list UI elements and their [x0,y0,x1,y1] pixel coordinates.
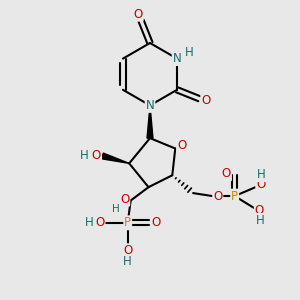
Text: O: O [120,193,129,206]
Text: O: O [213,190,222,202]
Polygon shape [147,105,153,138]
Text: H: H [80,149,89,162]
Text: O: O [222,167,231,180]
Text: O: O [134,8,143,21]
Text: N: N [173,52,182,65]
Text: O: O [95,216,104,229]
Text: H: H [256,168,265,181]
Text: H: H [123,255,132,268]
Text: O: O [123,244,132,257]
Text: H: H [256,214,264,227]
Polygon shape [102,153,129,164]
Text: P: P [231,190,238,202]
Text: O: O [255,204,264,218]
Text: O: O [92,149,101,162]
Text: O: O [256,178,266,191]
Text: O: O [151,216,160,229]
Text: P: P [124,216,131,229]
Text: H: H [112,204,120,214]
Text: N: N [146,99,154,112]
Text: O: O [201,94,211,107]
Text: O: O [177,139,186,152]
Text: H: H [85,216,93,229]
Text: H: H [185,46,194,59]
